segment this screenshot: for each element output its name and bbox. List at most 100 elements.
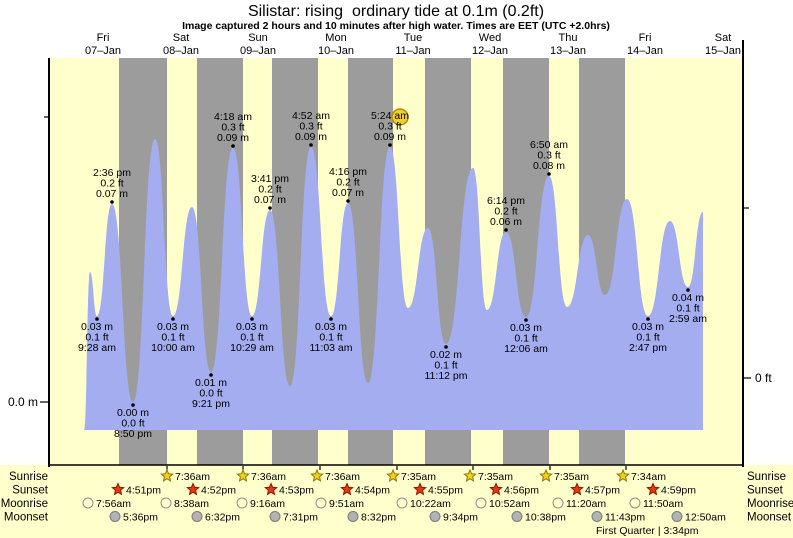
- high-tide-label: 0.09 m: [374, 131, 406, 143]
- high-tide-label: 4:52 am: [292, 110, 330, 122]
- moonrise-moon-icon: [82, 497, 94, 509]
- moonrise-time: 8:38am: [174, 498, 209, 510]
- sunrise-time: 7:36am: [325, 471, 360, 483]
- high-tide-label: 6:50 am: [530, 139, 568, 151]
- day-date-label: 11–Jan: [395, 45, 430, 57]
- moonrise-moon-icon: [552, 497, 564, 509]
- moonset-moon-icon: [591, 511, 603, 522]
- moonrise-moon-icon: [629, 497, 641, 509]
- moonrise-moon-icon: [396, 497, 408, 509]
- sunset-sun-icon: [570, 482, 584, 496]
- low-tide-label: 8:50 pm: [114, 428, 152, 440]
- low-tide-label: 0.03 m: [315, 321, 347, 333]
- low-tide-label: 0.0 ft: [199, 388, 222, 400]
- moonrise-time: 9:51am: [329, 498, 364, 510]
- sunset-sun-icon: [340, 482, 354, 496]
- tide-extreme-dot: [309, 143, 313, 147]
- day-date-label: 10–Jan: [318, 45, 354, 57]
- high-tide-label: 0.2 ft: [258, 184, 281, 196]
- low-tide-label: 0.1 ft: [85, 332, 108, 344]
- astro-row-label-right: Sunset: [747, 485, 784, 497]
- sunrise-sun-icon: [463, 468, 477, 482]
- low-tide-label: 0.1 ft: [161, 332, 184, 344]
- high-tide-label: 0.07 m: [254, 194, 286, 206]
- low-tide-label: 0.1 ft: [636, 332, 659, 344]
- moonset-time: 5:36pm: [123, 512, 158, 524]
- low-tide-label: 0.03 m: [236, 321, 268, 333]
- sunrise-sun-icon: [539, 468, 553, 482]
- tide-extreme-dot: [444, 345, 448, 349]
- moonset-moon-icon: [269, 511, 281, 522]
- tide-extreme-dot: [329, 317, 333, 321]
- moonrise-time: 10:22am: [410, 498, 451, 510]
- moon-phase-label: First Quarter | 3:34pm: [596, 525, 699, 537]
- moonset-time: 9:34pm: [443, 512, 478, 524]
- sunrise-time: 7:36am: [251, 471, 286, 483]
- current-time-sun-marker: [391, 108, 409, 126]
- sunrise-time: 7:35am: [401, 471, 436, 483]
- moonrise-time: 9:16am: [250, 498, 285, 510]
- low-tide-label: 9:28 am: [78, 342, 116, 354]
- day-name-label: Sat: [173, 32, 190, 44]
- sunrise-time: 7:34am: [631, 471, 666, 483]
- moonset-time: 8:32pm: [361, 512, 396, 524]
- tide-extreme-dot: [171, 317, 175, 321]
- tide-extreme-dot: [524, 318, 528, 322]
- tide-extreme-dot: [504, 228, 508, 232]
- sunset-time: 4:54pm: [355, 485, 390, 497]
- tide-extreme-dot: [110, 200, 114, 204]
- moonset-moon-icon: [511, 511, 523, 522]
- tide-extreme-dot: [346, 199, 350, 203]
- low-tide-label: 0.03 m: [632, 321, 664, 333]
- sunrise-time: 7:35am: [554, 471, 589, 483]
- sunset-time: 4:53pm: [279, 485, 314, 497]
- high-tide-label: 2:36 pm: [93, 167, 131, 179]
- astro-row-label-right: Moonset: [747, 512, 792, 524]
- day-name-label: Mon: [325, 32, 346, 44]
- low-tide-label: 11:12 pm: [425, 370, 468, 382]
- sunset-time: 4:52pm: [201, 485, 236, 497]
- right-axis-label: 0 ft: [755, 371, 772, 385]
- astro-row-label-left: Moonset: [4, 512, 49, 524]
- day-name-label: Fri: [639, 32, 652, 44]
- moonrise-time: 7:56am: [96, 498, 131, 510]
- tide-extreme-dot: [268, 206, 272, 210]
- day-name-label: Fri: [97, 32, 110, 44]
- high-tide-label: 5:24 am: [371, 110, 409, 122]
- tide-extreme-dot: [646, 317, 650, 321]
- sunrise-time: 7:35am: [478, 471, 513, 483]
- low-tide-label: 0.03 m: [157, 321, 189, 333]
- high-tide-label: 0.07 m: [96, 188, 128, 200]
- low-tide-label: 12:06 am: [504, 343, 548, 355]
- low-tide-label: 0.0 ft: [121, 418, 144, 430]
- high-tide-label: 4:18 am: [214, 111, 252, 123]
- moonset-moon-icon: [671, 511, 683, 522]
- astro-row-label-left: Moonrise: [1, 498, 48, 510]
- high-tide-label: 6:14 pm: [487, 195, 525, 207]
- high-tide-label: 0.07 m: [332, 187, 364, 199]
- high-tide-label: 0.3 ft: [537, 150, 560, 162]
- astro-row-label-left: Sunrise: [9, 471, 48, 483]
- low-tide-label: 0.01 m: [195, 377, 227, 389]
- astro-row-label-right: Moonrise: [747, 498, 793, 510]
- high-tide-label: 0.06 m: [490, 216, 522, 228]
- tide-extreme-dot: [131, 403, 135, 407]
- low-tide-label: 11:03 am: [310, 342, 353, 354]
- low-tide-label: 0.1 ft: [514, 333, 537, 345]
- page-subtitle: Image captured 2 hours and 10 minutes af…: [182, 20, 610, 32]
- low-tide-label: 0.1 ft: [434, 360, 457, 372]
- sunrise-sun-icon: [236, 468, 250, 482]
- moonset-moon-icon: [109, 511, 121, 522]
- low-tide-label: 9:21 pm: [192, 398, 230, 410]
- moonrise-moon-icon: [160, 497, 172, 509]
- sunrise-sun-icon: [616, 468, 630, 482]
- sunrise-sun-icon: [310, 468, 324, 482]
- sunrise-sun-icon: [160, 468, 174, 482]
- day-date-label: 12–Jan: [472, 45, 508, 57]
- moonset-time: 11:43pm: [605, 512, 645, 524]
- sunset-time: 4:56pm: [504, 485, 539, 497]
- high-tide-label: 0.2 ft: [100, 178, 123, 190]
- day-date-label: 09–Jan: [240, 45, 276, 57]
